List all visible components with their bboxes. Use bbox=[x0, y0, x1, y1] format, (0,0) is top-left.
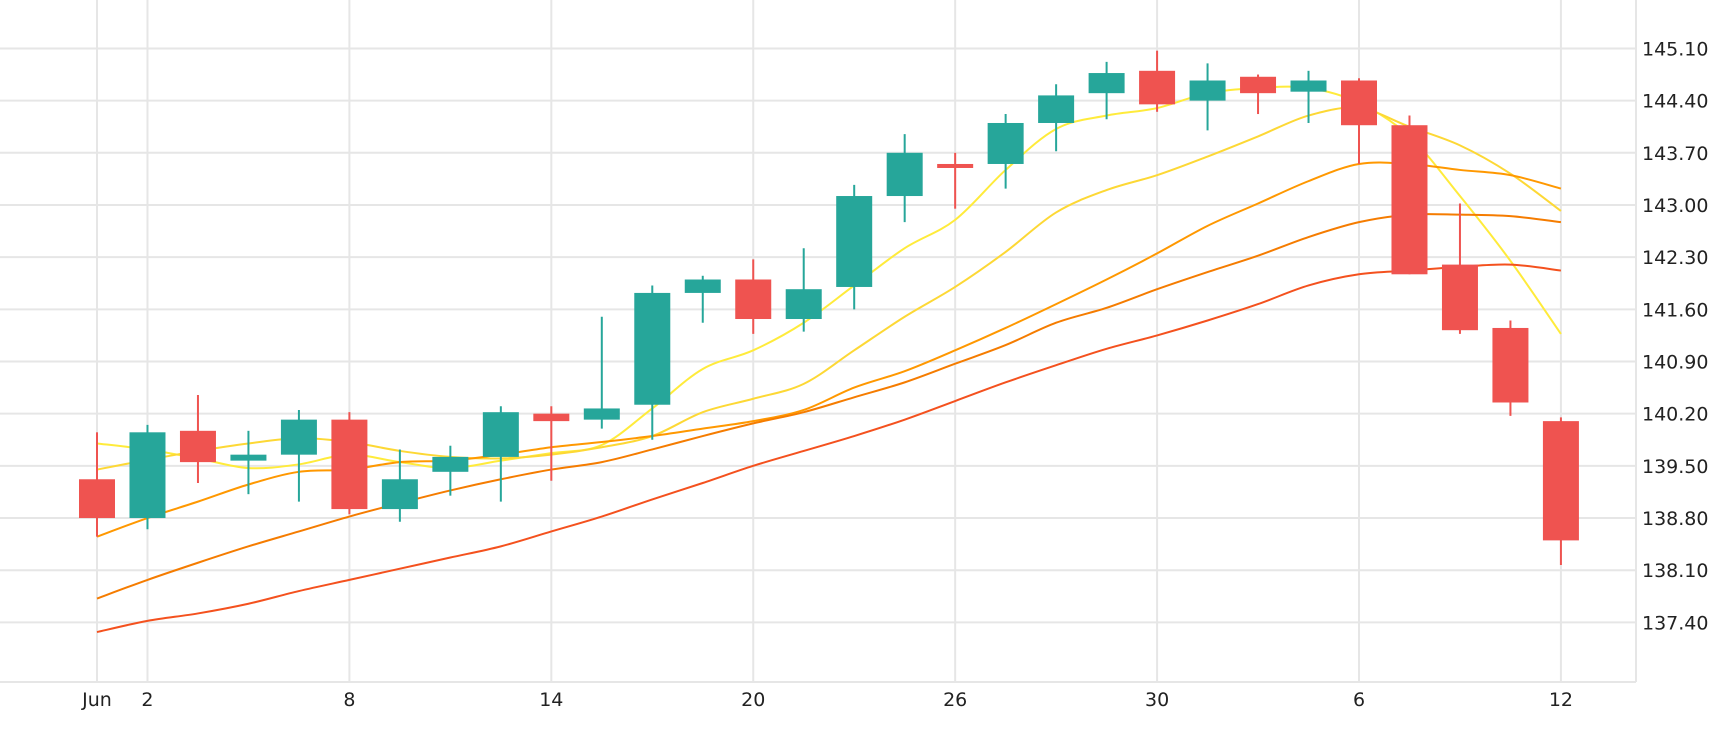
y-tick-label: 142.30 bbox=[1642, 247, 1708, 269]
candle-body bbox=[230, 454, 267, 461]
candle-body bbox=[785, 289, 822, 320]
candle bbox=[634, 285, 671, 440]
candle-body bbox=[634, 292, 671, 405]
x-tick-label: Jun bbox=[81, 689, 112, 711]
candle-body bbox=[937, 163, 974, 168]
candle-body bbox=[482, 412, 519, 457]
candle-body bbox=[1240, 76, 1277, 94]
y-tick-label: 137.40 bbox=[1642, 612, 1708, 634]
candle-body bbox=[1542, 421, 1579, 541]
candle bbox=[432, 445, 469, 496]
candle bbox=[1038, 84, 1075, 152]
candle-body bbox=[1189, 80, 1226, 101]
candle bbox=[280, 409, 317, 502]
candle bbox=[735, 259, 772, 334]
x-tick-label: 30 bbox=[1145, 689, 1169, 711]
candle-body bbox=[1341, 80, 1377, 126]
x-tick-label: 8 bbox=[343, 689, 355, 711]
x-tick-label: 12 bbox=[1549, 689, 1573, 711]
candle bbox=[1139, 50, 1176, 112]
candle-body bbox=[886, 152, 923, 197]
candle bbox=[230, 430, 267, 495]
candle bbox=[785, 248, 822, 332]
candles bbox=[79, 50, 1579, 565]
y-tick-label: 143.00 bbox=[1642, 195, 1708, 217]
moving-average-line bbox=[96, 106, 1562, 471]
candle-body bbox=[1038, 95, 1075, 123]
candle bbox=[583, 316, 620, 429]
moving-average-line bbox=[96, 213, 1562, 600]
candle bbox=[1290, 70, 1327, 123]
moving-average-line bbox=[96, 161, 1562, 538]
candle bbox=[1088, 61, 1125, 120]
chart-grid bbox=[0, 0, 1637, 683]
candle-body bbox=[129, 432, 166, 519]
candle bbox=[179, 395, 216, 483]
candle-body bbox=[331, 419, 368, 510]
candle bbox=[331, 412, 368, 515]
candle-body bbox=[533, 413, 570, 422]
candle-body bbox=[1088, 73, 1125, 94]
candle-body bbox=[381, 479, 418, 510]
candle-body bbox=[836, 196, 873, 287]
candle-body bbox=[1139, 70, 1176, 105]
y-axis: 137.40 138.10 138.80 139.50 140.20 140.90 141.… bbox=[1642, 38, 1708, 634]
moving-average-line bbox=[96, 263, 1562, 634]
candle bbox=[79, 432, 115, 537]
candle bbox=[987, 114, 1024, 189]
candle-body bbox=[987, 122, 1024, 164]
y-tick-label: 140.20 bbox=[1642, 404, 1708, 426]
x-tick-label: 2 bbox=[141, 689, 153, 711]
x-tick-label: 26 bbox=[943, 689, 967, 711]
candle-body bbox=[1492, 327, 1529, 403]
candle-body bbox=[179, 430, 216, 463]
candle-body bbox=[1290, 80, 1327, 92]
candle bbox=[381, 449, 418, 522]
y-tick-label: 138.80 bbox=[1642, 508, 1708, 530]
y-tick-label: 138.10 bbox=[1642, 560, 1708, 582]
candle-body bbox=[1441, 264, 1478, 331]
candle bbox=[1189, 63, 1226, 131]
y-tick-label: 139.50 bbox=[1642, 456, 1708, 478]
y-tick-label: 145.10 bbox=[1642, 38, 1708, 60]
y-tick-label: 144.40 bbox=[1642, 91, 1708, 113]
x-tick-label: 14 bbox=[539, 689, 563, 711]
candle bbox=[129, 424, 166, 530]
candle bbox=[533, 406, 570, 481]
y-tick-label: 141.60 bbox=[1642, 299, 1708, 321]
candle bbox=[1441, 203, 1478, 334]
x-tick-label: 6 bbox=[1353, 689, 1365, 711]
candle-body bbox=[280, 419, 317, 455]
candle-body bbox=[1391, 125, 1428, 275]
candle bbox=[482, 406, 519, 502]
candle-body bbox=[684, 279, 721, 293]
candle bbox=[684, 275, 721, 323]
candle-body bbox=[432, 456, 469, 472]
candle bbox=[886, 134, 923, 223]
y-tick-label: 140.90 bbox=[1642, 351, 1708, 373]
candle bbox=[1542, 417, 1579, 565]
candle-body bbox=[79, 479, 115, 519]
moving-average-lines bbox=[96, 85, 1562, 634]
candle bbox=[836, 184, 873, 310]
candle-body bbox=[735, 279, 772, 320]
candle bbox=[1492, 320, 1529, 416]
candle bbox=[937, 152, 974, 209]
x-axis: Jun 2 8 14 20 26 30 6 12 bbox=[81, 689, 1573, 711]
x-tick-label: 20 bbox=[741, 689, 765, 711]
y-tick-label: 143.70 bbox=[1642, 143, 1708, 165]
candle-body bbox=[583, 408, 620, 420]
candle bbox=[1391, 115, 1428, 275]
candle bbox=[1240, 74, 1277, 115]
candle bbox=[1341, 78, 1377, 164]
